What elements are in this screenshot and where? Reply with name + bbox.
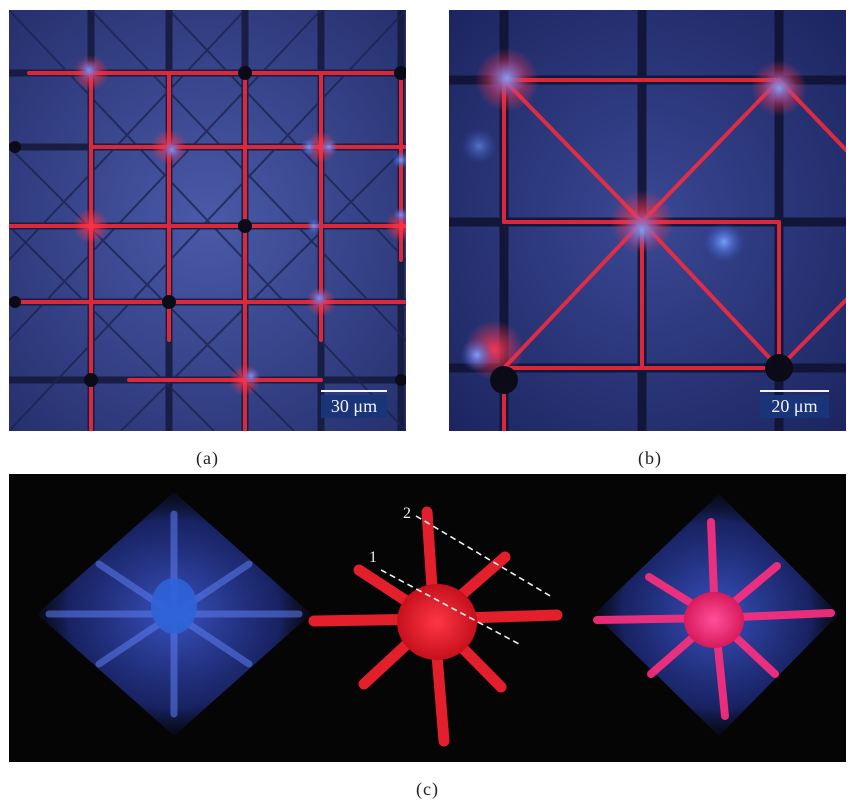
micrograph-b-image [449,10,846,431]
scale-bar-a: 30 μm [321,390,387,420]
micrograph-panel-c: 1 2 [9,474,846,762]
micrograph-panel-a [9,10,406,431]
scale-bar-b: 20 μm [760,390,829,420]
scale-bar-line [321,390,387,392]
actin-star-red [308,506,563,747]
scale-bar-label: 20 μm [760,395,829,418]
micrograph-a-image [9,10,406,431]
caption-c: (c) [416,779,439,799]
caption-b: (b) [638,448,662,468]
pyramid-merged [593,494,839,736]
scale-bar-label: 30 μm [321,395,387,418]
pyramid-blue [37,492,311,736]
section-lines [380,515,553,645]
caption-a: (a) [196,448,219,468]
annotation-label-2: 2 [403,505,411,522]
micrograph-panel-b [449,10,846,431]
scale-bar-line [760,390,829,392]
micrograph-c-image [9,474,846,762]
annotation-label-1: 1 [369,549,377,566]
